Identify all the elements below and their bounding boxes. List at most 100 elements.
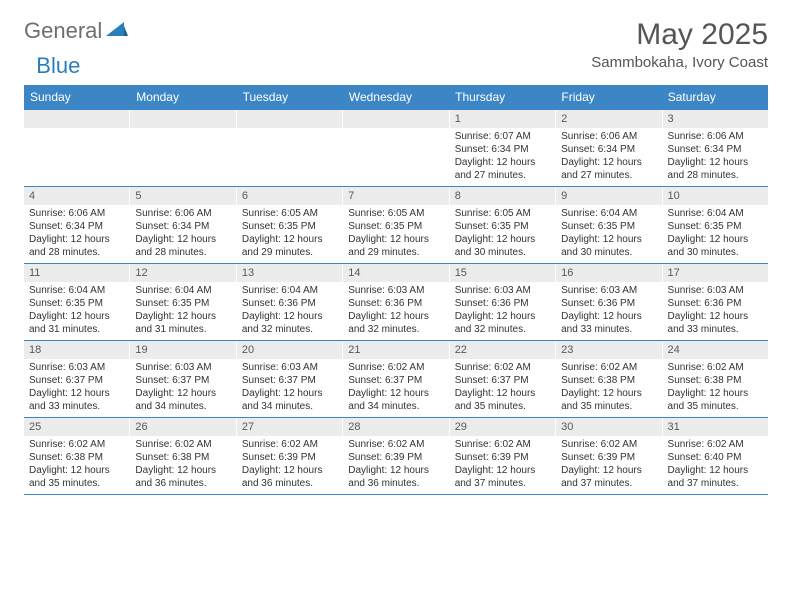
day-number: 31: [663, 418, 768, 436]
day-header-fri: Friday: [555, 85, 661, 109]
weeks-container: 1Sunrise: 6:07 AMSunset: 6:34 PMDaylight…: [24, 109, 768, 494]
day-content: Sunrise: 6:05 AMSunset: 6:35 PMDaylight:…: [450, 205, 555, 263]
day-content: Sunrise: 6:03 AMSunset: 6:36 PMDaylight:…: [663, 282, 768, 340]
day-content: Sunrise: 6:02 AMSunset: 6:39 PMDaylight:…: [343, 436, 448, 494]
day-cell: 17Sunrise: 6:03 AMSunset: 6:36 PMDayligh…: [663, 264, 768, 340]
day-number: 21: [343, 341, 448, 359]
day-number: 9: [556, 187, 661, 205]
day-content: Sunrise: 6:03 AMSunset: 6:36 PMDaylight:…: [556, 282, 661, 340]
day-content: Sunrise: 6:04 AMSunset: 6:35 PMDaylight:…: [24, 282, 129, 340]
week-row: 25Sunrise: 6:02 AMSunset: 6:38 PMDayligh…: [24, 417, 768, 494]
day-number: 2: [556, 110, 661, 128]
day-cell: 24Sunrise: 6:02 AMSunset: 6:38 PMDayligh…: [663, 341, 768, 417]
day-content: Sunrise: 6:04 AMSunset: 6:35 PMDaylight:…: [556, 205, 661, 263]
day-number: 23: [556, 341, 661, 359]
day-content: Sunrise: 6:05 AMSunset: 6:35 PMDaylight:…: [237, 205, 342, 263]
day-number: 28: [343, 418, 448, 436]
day-number: 4: [24, 187, 129, 205]
day-cell: [24, 110, 130, 186]
day-cell: 21Sunrise: 6:02 AMSunset: 6:37 PMDayligh…: [343, 341, 449, 417]
day-number: 18: [24, 341, 129, 359]
day-number: 11: [24, 264, 129, 282]
day-cell: [237, 110, 343, 186]
day-cell: 3Sunrise: 6:06 AMSunset: 6:34 PMDaylight…: [663, 110, 768, 186]
week-row: 1Sunrise: 6:07 AMSunset: 6:34 PMDaylight…: [24, 109, 768, 186]
day-number: 14: [343, 264, 448, 282]
week-row: 4Sunrise: 6:06 AMSunset: 6:34 PMDaylight…: [24, 186, 768, 263]
day-number: 16: [556, 264, 661, 282]
day-cell: 1Sunrise: 6:07 AMSunset: 6:34 PMDaylight…: [450, 110, 556, 186]
day-content: Sunrise: 6:05 AMSunset: 6:35 PMDaylight:…: [343, 205, 448, 263]
day-content: Sunrise: 6:02 AMSunset: 6:38 PMDaylight:…: [663, 359, 768, 417]
day-number: 10: [663, 187, 768, 205]
day-content: Sunrise: 6:02 AMSunset: 6:37 PMDaylight:…: [343, 359, 448, 417]
day-header-mon: Monday: [130, 85, 236, 109]
day-content: Sunrise: 6:04 AMSunset: 6:35 PMDaylight:…: [130, 282, 235, 340]
day-cell: 25Sunrise: 6:02 AMSunset: 6:38 PMDayligh…: [24, 418, 130, 494]
day-number: 15: [450, 264, 555, 282]
logo-triangle-icon: [106, 20, 128, 43]
day-number: 19: [130, 341, 235, 359]
calendar-page: General May 2025 Sammbokaha, Ivory Coast…: [0, 0, 792, 513]
day-content: Sunrise: 6:06 AMSunset: 6:34 PMDaylight:…: [24, 205, 129, 263]
day-number: 7: [343, 187, 448, 205]
day-number: 24: [663, 341, 768, 359]
day-content: Sunrise: 6:02 AMSunset: 6:37 PMDaylight:…: [450, 359, 555, 417]
day-content: Sunrise: 6:07 AMSunset: 6:34 PMDaylight:…: [450, 128, 555, 186]
day-content: Sunrise: 6:02 AMSunset: 6:40 PMDaylight:…: [663, 436, 768, 494]
day-content: Sunrise: 6:03 AMSunset: 6:37 PMDaylight:…: [130, 359, 235, 417]
day-cell: [343, 110, 449, 186]
page-title: May 2025: [591, 18, 768, 52]
day-cell: 10Sunrise: 6:04 AMSunset: 6:35 PMDayligh…: [663, 187, 768, 263]
day-cell: 23Sunrise: 6:02 AMSunset: 6:38 PMDayligh…: [556, 341, 662, 417]
day-cell: 7Sunrise: 6:05 AMSunset: 6:35 PMDaylight…: [343, 187, 449, 263]
day-cell: 14Sunrise: 6:03 AMSunset: 6:36 PMDayligh…: [343, 264, 449, 340]
day-cell: 18Sunrise: 6:03 AMSunset: 6:37 PMDayligh…: [24, 341, 130, 417]
calendar-bottom-border: [24, 494, 768, 495]
day-cell: 12Sunrise: 6:04 AMSunset: 6:35 PMDayligh…: [130, 264, 236, 340]
day-number: 13: [237, 264, 342, 282]
day-content: Sunrise: 6:04 AMSunset: 6:35 PMDaylight:…: [663, 205, 768, 263]
day-number: 25: [24, 418, 129, 436]
day-number: 29: [450, 418, 555, 436]
calendar-grid: Sunday Monday Tuesday Wednesday Thursday…: [24, 85, 768, 495]
day-content: Sunrise: 6:02 AMSunset: 6:39 PMDaylight:…: [450, 436, 555, 494]
day-cell: 27Sunrise: 6:02 AMSunset: 6:39 PMDayligh…: [237, 418, 343, 494]
week-row: 18Sunrise: 6:03 AMSunset: 6:37 PMDayligh…: [24, 340, 768, 417]
day-cell: 31Sunrise: 6:02 AMSunset: 6:40 PMDayligh…: [663, 418, 768, 494]
day-cell: [130, 110, 236, 186]
day-number: 20: [237, 341, 342, 359]
day-cell: 2Sunrise: 6:06 AMSunset: 6:34 PMDaylight…: [556, 110, 662, 186]
day-cell: 13Sunrise: 6:04 AMSunset: 6:36 PMDayligh…: [237, 264, 343, 340]
day-header-row: Sunday Monday Tuesday Wednesday Thursday…: [24, 85, 768, 109]
day-number: 26: [130, 418, 235, 436]
day-content: Sunrise: 6:02 AMSunset: 6:38 PMDaylight:…: [556, 359, 661, 417]
day-cell: 5Sunrise: 6:06 AMSunset: 6:34 PMDaylight…: [130, 187, 236, 263]
day-header-sat: Saturday: [662, 85, 768, 109]
day-cell: 9Sunrise: 6:04 AMSunset: 6:35 PMDaylight…: [556, 187, 662, 263]
day-cell: 26Sunrise: 6:02 AMSunset: 6:38 PMDayligh…: [130, 418, 236, 494]
day-cell: 28Sunrise: 6:02 AMSunset: 6:39 PMDayligh…: [343, 418, 449, 494]
day-number: 6: [237, 187, 342, 205]
day-cell: 15Sunrise: 6:03 AMSunset: 6:36 PMDayligh…: [450, 264, 556, 340]
day-cell: 4Sunrise: 6:06 AMSunset: 6:34 PMDaylight…: [24, 187, 130, 263]
day-cell: 30Sunrise: 6:02 AMSunset: 6:39 PMDayligh…: [556, 418, 662, 494]
day-cell: 20Sunrise: 6:03 AMSunset: 6:37 PMDayligh…: [237, 341, 343, 417]
day-content: Sunrise: 6:06 AMSunset: 6:34 PMDaylight:…: [663, 128, 768, 186]
day-cell: 19Sunrise: 6:03 AMSunset: 6:37 PMDayligh…: [130, 341, 236, 417]
day-content: Sunrise: 6:03 AMSunset: 6:36 PMDaylight:…: [343, 282, 448, 340]
week-row: 11Sunrise: 6:04 AMSunset: 6:35 PMDayligh…: [24, 263, 768, 340]
day-number: 22: [450, 341, 555, 359]
day-number: 30: [556, 418, 661, 436]
day-cell: 16Sunrise: 6:03 AMSunset: 6:36 PMDayligh…: [556, 264, 662, 340]
day-content: Sunrise: 6:02 AMSunset: 6:38 PMDaylight:…: [130, 436, 235, 494]
day-number: 1: [450, 110, 555, 128]
day-content: Sunrise: 6:02 AMSunset: 6:39 PMDaylight:…: [556, 436, 661, 494]
day-content: Sunrise: 6:03 AMSunset: 6:37 PMDaylight:…: [237, 359, 342, 417]
logo-text-1: General: [24, 18, 102, 44]
day-header-tue: Tuesday: [237, 85, 343, 109]
day-header-wed: Wednesday: [343, 85, 449, 109]
day-header-thu: Thursday: [449, 85, 555, 109]
page-subtitle: Sammbokaha, Ivory Coast: [591, 54, 768, 71]
day-cell: 29Sunrise: 6:02 AMSunset: 6:39 PMDayligh…: [450, 418, 556, 494]
